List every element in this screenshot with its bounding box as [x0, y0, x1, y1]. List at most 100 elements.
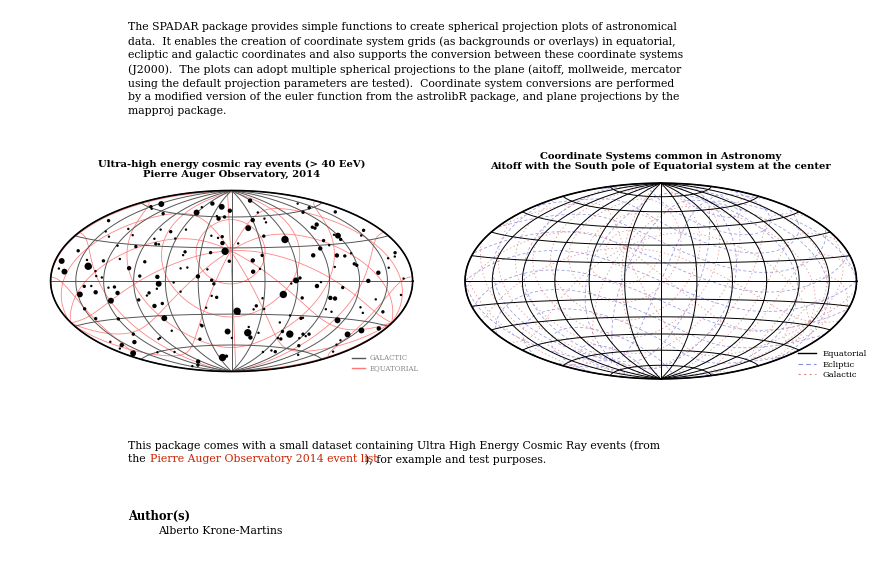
Point: [88, 266, 103, 275]
Point: [231, 239, 245, 248]
Point: [299, 332, 313, 341]
Point: [268, 347, 282, 356]
Point: [243, 333, 257, 342]
Text: Alberto Krone-Martins: Alberto Krone-Martins: [158, 526, 282, 536]
Point: [283, 311, 297, 320]
Point: [293, 314, 308, 323]
Point: [126, 349, 141, 358]
Point: [293, 334, 307, 343]
Point: [338, 251, 352, 260]
Point: [356, 226, 370, 235]
Point: [207, 279, 221, 288]
Point: [264, 346, 278, 355]
Point: [219, 352, 233, 361]
Point: [154, 225, 168, 234]
Point: [296, 330, 310, 339]
Point: [319, 305, 333, 314]
Point: [150, 273, 164, 282]
Point: [113, 255, 127, 264]
Point: [138, 257, 152, 266]
Point: [273, 318, 287, 327]
Point: [193, 334, 207, 343]
Point: [96, 256, 110, 265]
Point: [216, 353, 230, 362]
Point: [255, 347, 270, 356]
Point: [142, 288, 156, 297]
Point: [371, 324, 385, 333]
Point: [276, 290, 290, 299]
Point: [52, 264, 66, 273]
Point: [271, 334, 285, 343]
Point: [194, 203, 209, 212]
Point: [354, 303, 368, 312]
Point: [144, 202, 158, 211]
Point: [324, 293, 338, 302]
Point: [164, 327, 179, 336]
Point: [255, 251, 270, 260]
Point: [246, 216, 260, 225]
Point: [220, 327, 234, 336]
Point: [194, 321, 209, 330]
Point: [278, 235, 292, 244]
Point: [88, 288, 103, 297]
Point: [115, 341, 129, 350]
Point: [77, 282, 91, 291]
Point: [148, 234, 162, 243]
Point: [84, 282, 98, 291]
Point: [247, 305, 261, 314]
Point: [102, 283, 116, 292]
Point: [140, 291, 154, 300]
Point: [89, 271, 103, 280]
Point: [309, 220, 324, 229]
Point: [336, 283, 350, 292]
Point: [276, 327, 290, 336]
Point: [257, 214, 271, 223]
Point: [289, 276, 303, 285]
Point: [71, 246, 85, 255]
Point: [305, 223, 319, 232]
Point: [204, 291, 218, 300]
Point: [215, 232, 229, 241]
Point: [308, 224, 322, 233]
Point: [388, 252, 402, 261]
Point: [251, 208, 265, 217]
Point: [217, 212, 232, 221]
Point: [176, 251, 190, 260]
Point: [204, 276, 218, 285]
Point: [178, 247, 192, 256]
Point: [122, 264, 136, 273]
Point: [180, 263, 194, 272]
Point: [126, 230, 140, 239]
Point: [173, 264, 187, 273]
Point: [255, 294, 270, 303]
Point: [127, 338, 141, 347]
Point: [78, 305, 92, 314]
Point: [394, 291, 408, 300]
Point: [156, 209, 171, 218]
Point: [330, 251, 344, 260]
Point: [293, 274, 307, 283]
Text: Author(s): Author(s): [128, 510, 190, 523]
Point: [186, 361, 200, 370]
Text: Pierre Auger Observatory 2014 event list: Pierre Auger Observatory 2014 event list: [150, 454, 377, 464]
Point: [253, 264, 267, 273]
Point: [340, 330, 354, 339]
Point: [327, 230, 341, 239]
Point: [57, 267, 72, 276]
Point: [191, 361, 205, 370]
Point: [314, 278, 328, 287]
Point: [107, 283, 121, 292]
Point: [222, 257, 236, 266]
Point: [355, 309, 370, 318]
Point: [203, 248, 217, 257]
Point: [218, 247, 232, 256]
Text: the: the: [128, 454, 149, 464]
Point: [205, 199, 219, 208]
Point: [331, 231, 345, 240]
Legend: GALACTIC, EQUATORIAL: GALACTIC, EQUATORIAL: [349, 351, 422, 375]
Text: mapproj package.: mapproj package.: [128, 106, 226, 116]
Point: [154, 200, 168, 209]
Point: [284, 279, 298, 288]
Point: [211, 214, 225, 223]
Point: [397, 274, 411, 283]
